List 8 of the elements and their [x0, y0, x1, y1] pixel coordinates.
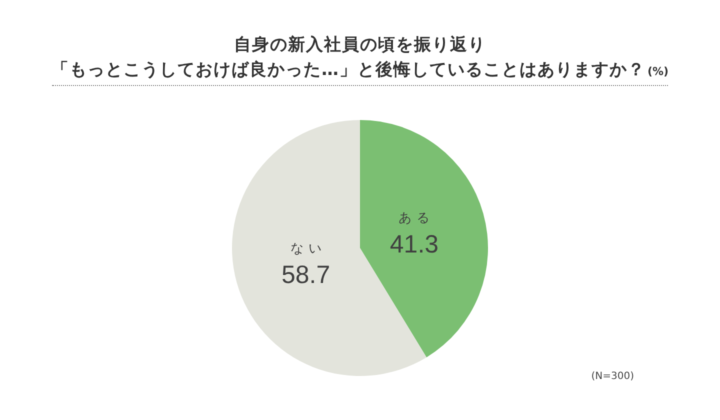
text: (N=300): [591, 371, 634, 382]
slice-label: ある: [398, 211, 435, 226]
slice-label: ない: [290, 242, 326, 257]
chart-title: 自身の新入社員の頃を振り返り: [233, 34, 487, 57]
text: (%): [647, 65, 669, 78]
data-label: 58.7: [281, 261, 330, 290]
chart-subtitle: 「もっとこうしておけば良かった…」と後悔していることはありますか？: [51, 60, 646, 80]
data-label: 41.3: [390, 230, 439, 259]
